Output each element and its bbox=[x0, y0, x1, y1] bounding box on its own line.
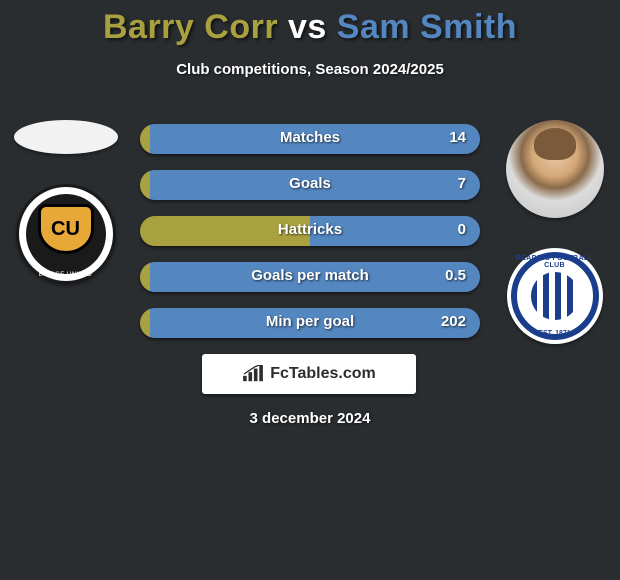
club2-est: EST. 1871 bbox=[507, 330, 603, 337]
player1-club-badge: CU BRIDGE UNITED bbox=[16, 184, 116, 284]
subtitle: Club competitions, Season 2024/2025 bbox=[0, 61, 620, 78]
stat-label: Hattricks bbox=[140, 221, 480, 238]
stat-value: 14 bbox=[449, 129, 466, 146]
stat-value: 202 bbox=[441, 313, 466, 330]
stats-bars: Matches14 Goals7 Hattricks0 Goals per match… bbox=[140, 124, 480, 354]
stat-value: 0 bbox=[458, 221, 466, 238]
club1-name: BRIDGE UNITED bbox=[16, 272, 116, 278]
player2-club-badge: READING FOOTBALL CLUB EST. 1871 bbox=[507, 248, 603, 344]
stat-bar: Goals7 bbox=[140, 170, 480, 200]
club1-abbrev: CU bbox=[16, 218, 116, 241]
stat-bar: Min per goal202 bbox=[140, 308, 480, 338]
chart-icon bbox=[242, 365, 264, 383]
stat-label: Goals per match bbox=[140, 267, 480, 284]
stat-value: 0.5 bbox=[445, 267, 466, 284]
player1-column: CU BRIDGE UNITED bbox=[8, 120, 123, 284]
watermark-text: FcTables.com bbox=[270, 365, 376, 383]
player1-avatar-placeholder bbox=[14, 120, 118, 154]
club2-name: READING FOOTBALL CLUB bbox=[507, 255, 603, 269]
title-player1: Barry Corr bbox=[103, 8, 278, 46]
stat-label: Goals bbox=[140, 175, 480, 192]
page-title: Barry Corr vs Sam Smith bbox=[0, 0, 620, 47]
date: 3 december 2024 bbox=[0, 410, 620, 427]
title-player2: Sam Smith bbox=[337, 8, 517, 46]
player2-avatar bbox=[506, 120, 604, 218]
watermark: FcTables.com bbox=[202, 354, 416, 394]
stat-bar: Matches14 bbox=[140, 124, 480, 154]
stat-bar: Goals per match0.5 bbox=[140, 262, 480, 292]
player2-column: READING FOOTBALL CLUB EST. 1871 bbox=[497, 120, 612, 344]
title-vs: vs bbox=[278, 8, 337, 46]
stat-label: Min per goal bbox=[140, 313, 480, 330]
stat-bar: Hattricks0 bbox=[140, 216, 480, 246]
stat-label: Matches bbox=[140, 129, 480, 146]
stat-value: 7 bbox=[458, 175, 466, 192]
